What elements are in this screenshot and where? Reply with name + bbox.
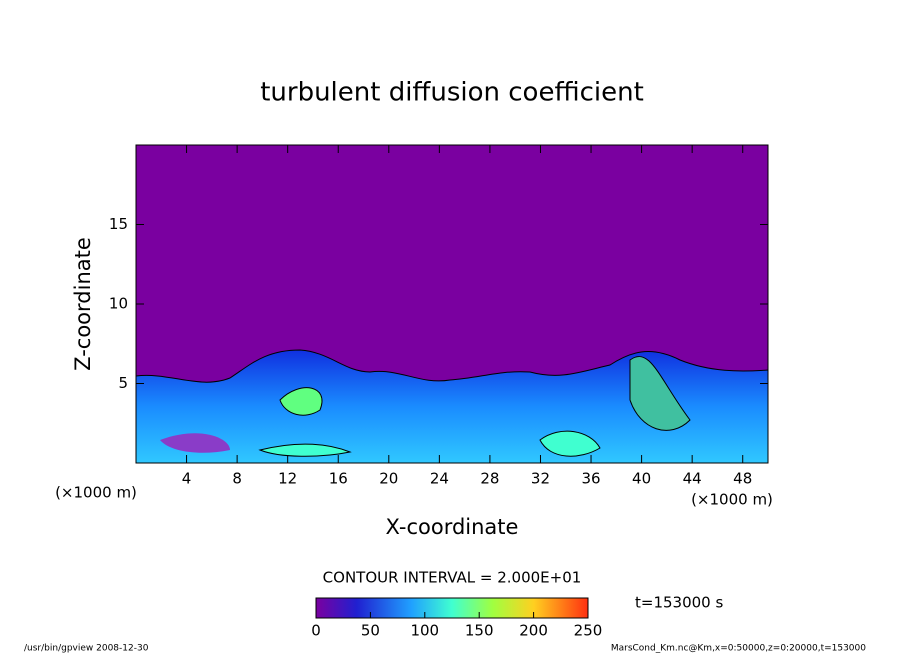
field-blob <box>160 433 230 453</box>
colorbar <box>315 597 589 619</box>
contour-interval: CONTOUR INTERVAL = 2.000E+01 <box>323 569 582 587</box>
field-blob <box>279 387 323 416</box>
x-tick-label: 48 <box>733 470 752 488</box>
footer-left: /usr/bin/gpview 2008-12-30 <box>24 644 149 654</box>
x-tick-label: 4 <box>182 470 192 488</box>
x-tick-label: 16 <box>329 470 348 488</box>
y-unit: (×1000 m) <box>55 484 137 502</box>
field-blob <box>629 356 691 431</box>
chart-title: turbulent diffusion coefficient <box>260 78 644 108</box>
y-tick-label: 10 <box>109 295 128 313</box>
field <box>136 145 768 463</box>
field-blob <box>258 443 352 457</box>
x-tick-label: 24 <box>430 470 449 488</box>
x-tick-label: 20 <box>379 470 398 488</box>
y-axis-label: Z-coordinate <box>71 237 95 371</box>
colorbar-tick-label: 250 <box>574 622 603 640</box>
x-tick-label: 8 <box>232 470 242 488</box>
x-tick-label: 36 <box>581 470 600 488</box>
colorbar-tick-label: 50 <box>361 622 380 640</box>
y-tick-label: 15 <box>109 215 128 233</box>
colorbar-tick-label: 100 <box>410 622 439 640</box>
x-tick-label: 12 <box>278 470 297 488</box>
x-tick-label: 40 <box>632 470 651 488</box>
x-tick-label: 28 <box>480 470 499 488</box>
field-blob <box>539 430 601 457</box>
x-tick-label: 32 <box>531 470 550 488</box>
x-tick-label: 44 <box>683 470 702 488</box>
y-tick-label: 5 <box>118 374 128 392</box>
colorbar-tick-label: 0 <box>311 622 321 640</box>
time-label: t=153000 s <box>635 594 723 612</box>
footer-right: MarsCond_Km.nc@Km,x=0:50000,z=0:20000,t=… <box>611 644 866 654</box>
x-axis-label: X-coordinate <box>386 515 519 539</box>
colorbar-tick-label: 200 <box>519 622 548 640</box>
turbulent-layer <box>136 349 768 463</box>
colorbar-tick-label: 150 <box>465 622 494 640</box>
x-unit: (×1000 m) <box>691 491 773 509</box>
